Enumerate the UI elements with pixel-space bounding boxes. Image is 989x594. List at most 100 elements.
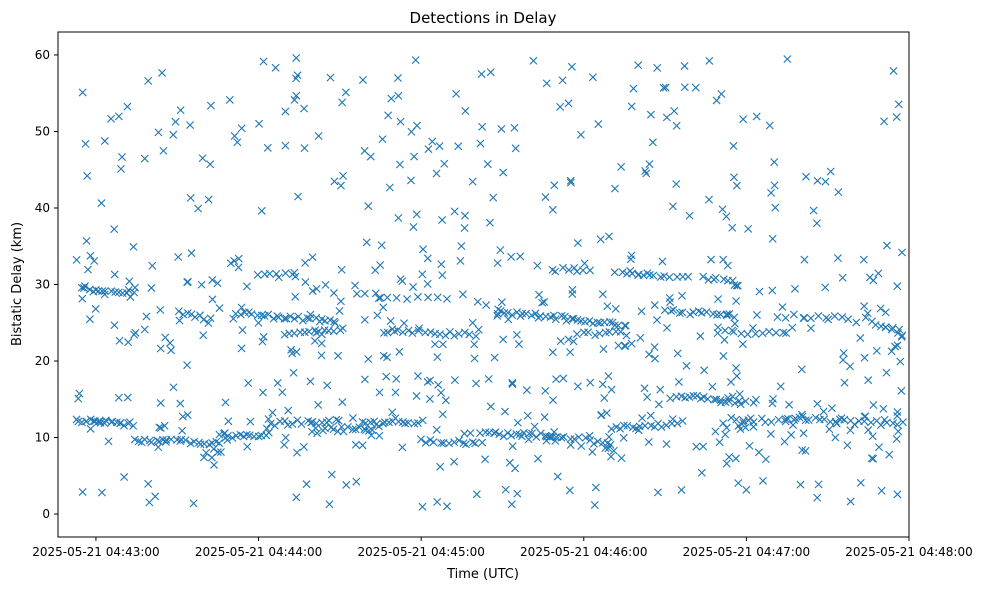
detection-point — [169, 383, 178, 392]
detection-point — [797, 365, 806, 374]
detection-point — [278, 388, 287, 397]
detection-point — [650, 354, 659, 363]
detection-point — [497, 298, 506, 307]
detection-point — [860, 302, 869, 311]
detection-point — [437, 260, 446, 269]
detection-point — [78, 294, 87, 303]
detection-point — [114, 393, 123, 402]
detection-point — [83, 171, 92, 180]
detection-point — [564, 335, 573, 344]
detection-point — [286, 312, 295, 321]
detection-point — [508, 380, 517, 389]
detection-point — [360, 289, 369, 298]
detection-point — [304, 327, 313, 336]
detection-point — [160, 421, 169, 430]
detection-point — [796, 480, 805, 489]
detection-point — [601, 444, 610, 453]
detection-point — [100, 137, 109, 146]
detection-point — [78, 487, 87, 496]
detection-point — [264, 310, 273, 319]
detection-point — [496, 246, 505, 255]
detection-point — [645, 160, 654, 169]
detection-point — [290, 314, 299, 323]
detection-point — [495, 430, 504, 439]
detection-point — [423, 377, 432, 386]
detection-point — [770, 158, 779, 167]
detection-point — [568, 285, 577, 294]
detection-point — [885, 450, 894, 459]
detection-point — [645, 350, 654, 359]
detection-point — [813, 493, 822, 502]
detection-point — [280, 330, 289, 339]
detection-point — [379, 351, 388, 360]
detection-point — [388, 325, 397, 334]
detection-point — [560, 312, 569, 321]
detection-point — [892, 113, 901, 122]
detection-point — [486, 402, 495, 411]
detection-point — [339, 427, 348, 436]
detection-point — [477, 70, 486, 79]
detection-point — [881, 323, 890, 332]
detection-point — [336, 297, 345, 306]
detection-point — [124, 285, 133, 294]
detection-point — [802, 172, 811, 181]
detection-point — [869, 454, 878, 463]
detection-point — [178, 412, 187, 421]
detection-point — [460, 211, 469, 220]
detection-point — [360, 315, 369, 324]
detection-point — [669, 305, 678, 314]
x-tick-label: 2025-05-21 04:45:00 — [357, 545, 484, 559]
detection-point — [739, 418, 748, 427]
detection-point — [891, 342, 899, 351]
detection-point — [258, 388, 267, 397]
detection-point — [360, 375, 369, 384]
detection-point — [616, 327, 625, 336]
detection-point — [522, 309, 530, 318]
detection-point — [438, 410, 447, 419]
detection-point — [394, 91, 403, 100]
detection-point — [407, 176, 415, 185]
detection-point — [531, 309, 540, 318]
detection-point — [661, 83, 670, 92]
detection-point — [567, 62, 576, 71]
detection-point — [685, 211, 694, 220]
detection-point — [493, 259, 502, 268]
detection-point — [598, 380, 607, 389]
detection-point — [605, 432, 613, 441]
detection-point — [894, 100, 903, 109]
detection-point — [508, 442, 517, 451]
detection-point — [737, 329, 746, 338]
detection-point — [540, 413, 549, 422]
detection-point — [636, 333, 645, 342]
detection-point — [394, 214, 403, 222]
detection-point — [576, 130, 585, 139]
detection-point — [874, 269, 883, 278]
detection-point — [338, 324, 347, 333]
detection-point — [302, 480, 311, 489]
detection-point — [442, 294, 451, 303]
detection-point — [654, 400, 663, 409]
detection-point — [155, 423, 164, 432]
detection-point — [566, 348, 575, 357]
detection-point — [859, 255, 868, 264]
detection-point — [280, 440, 289, 449]
detection-point — [658, 257, 667, 266]
detection-point — [806, 314, 815, 323]
detection-point — [513, 489, 522, 498]
detection-point — [470, 354, 479, 363]
detection-point — [111, 288, 120, 297]
detection-point — [189, 499, 198, 508]
detection-point — [721, 326, 730, 335]
detection-point — [393, 326, 402, 335]
detection-point — [678, 291, 687, 300]
detection-point — [501, 485, 510, 494]
detection-point — [142, 312, 151, 321]
detection-point — [666, 394, 675, 403]
detection-point — [186, 193, 195, 202]
detection-point — [722, 310, 731, 319]
detection-point — [559, 374, 568, 383]
detection-point — [486, 68, 495, 77]
detection-point — [433, 293, 442, 302]
detection-point — [790, 284, 799, 293]
detection-point — [114, 112, 123, 121]
